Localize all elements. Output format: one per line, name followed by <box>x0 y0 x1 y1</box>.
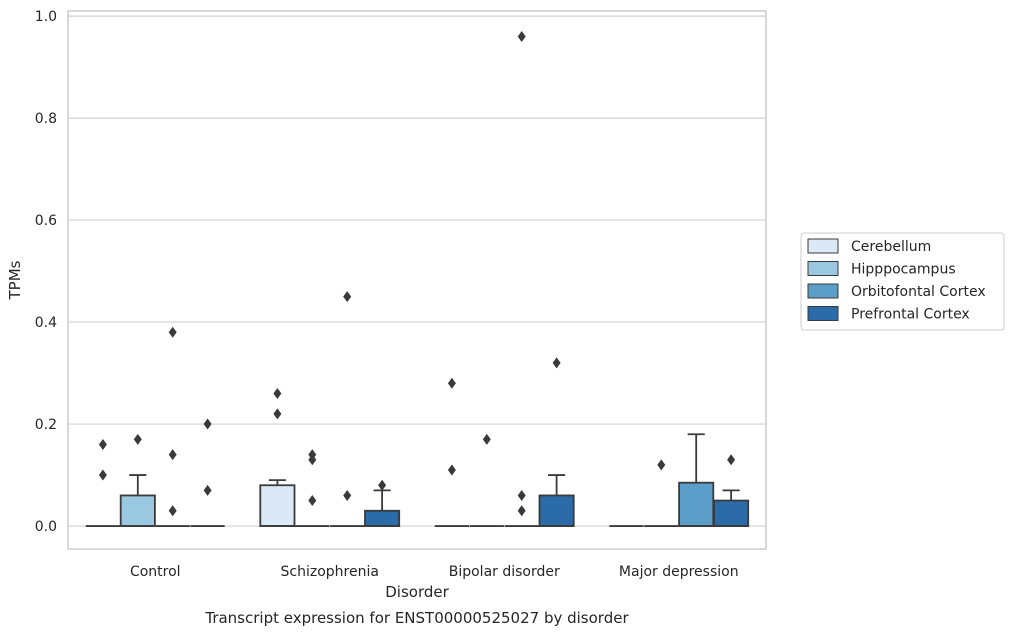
x-tick-label: Bipolar disorder <box>449 564 560 580</box>
legend: Cerebellum Hipppocampus Orbitofontal Corte… <box>800 232 1005 331</box>
box-iqr <box>678 481 715 527</box>
outlier-point <box>343 489 352 501</box>
outlier-point <box>517 505 526 517</box>
box-group <box>259 291 401 527</box>
legend-swatch <box>807 283 839 299</box>
y-tick-labels: 0.0 0.2 0.4 0.6 0.8 1.0 <box>35 9 57 535</box>
outlier-point <box>168 449 177 461</box>
outlier-point <box>657 459 666 471</box>
y-tick-label: 0.2 <box>35 417 57 433</box>
outlier-point <box>133 433 142 445</box>
outlier-point <box>98 469 107 481</box>
y-tick-label: 0.0 <box>35 519 57 535</box>
box-group <box>434 30 575 527</box>
outlier-point <box>308 495 317 507</box>
box-iqr <box>119 494 156 527</box>
x-tick-labels: Control Schizophrenia Bipolar disorder Majo… <box>130 564 739 580</box>
legend-swatch <box>807 306 839 321</box>
legend-label: Cerebellum <box>851 239 931 255</box>
outlier-point <box>552 357 561 369</box>
legend-swatch <box>807 238 839 254</box>
outlier-point <box>727 454 736 466</box>
x-tick-label: Major depression <box>619 564 739 580</box>
outlier-point <box>343 291 352 303</box>
box-groups <box>85 30 750 527</box>
box-group <box>85 326 225 527</box>
outlier-point <box>517 30 526 42</box>
outlier-point <box>308 449 317 461</box>
outlier-point <box>98 438 107 450</box>
x-tick-label: Schizophrenia <box>281 564 379 580</box>
y-tick-label: 0.6 <box>35 213 57 229</box>
outlier-point <box>273 387 282 399</box>
legend-label: Prefrontal Cortex <box>851 307 970 323</box>
legend-label: Orbitofontal Cortex <box>851 284 986 300</box>
outlier-point <box>168 505 177 517</box>
y-tick-label: 0.4 <box>35 315 57 331</box>
outlier-point <box>168 326 177 338</box>
plot-area <box>68 11 766 549</box>
outlier-point <box>482 433 491 445</box>
y-axis-label: TPMs <box>6 260 24 300</box>
outlier-point <box>273 408 282 420</box>
plot-frame <box>67 10 767 550</box>
box-iqr <box>713 499 750 527</box>
legend-swatch <box>807 261 839 276</box>
outlier-point <box>447 464 456 476</box>
outlier-point <box>378 479 387 491</box>
y-tick-label: 1.0 <box>35 9 57 25</box>
box-iqr <box>364 509 401 527</box>
legend-label: Hipppocampus <box>851 262 956 278</box>
box-iqr <box>259 484 296 527</box>
outlier-point <box>447 377 456 389</box>
chart-caption: Transcript expression for ENST0000052502… <box>204 609 629 627</box>
outlier-point <box>203 418 212 430</box>
box-iqr <box>538 494 575 527</box>
y-tick-label: 0.8 <box>35 111 57 127</box>
legend-frame <box>800 232 1005 331</box>
outlier-point <box>203 484 212 496</box>
x-tick-label: Control <box>130 564 181 580</box>
x-axis-label: Disorder <box>385 583 449 601</box>
outlier-point <box>517 489 526 501</box>
box-group <box>609 433 750 527</box>
